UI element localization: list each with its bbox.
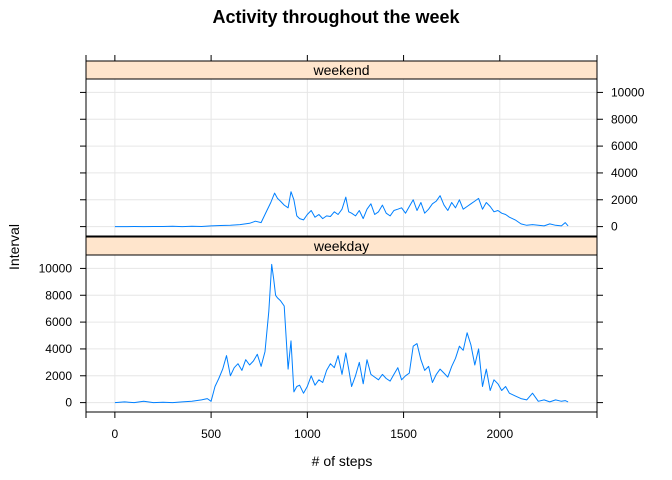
x-axis: 0 500 1000 1500 2000	[85, 55, 598, 441]
strip-label-weekend: weekend	[312, 62, 369, 78]
panel-weekday: weekday 0 2000 4000 6000 8000 10000	[39, 236, 603, 413]
frame-weekday	[85, 254, 598, 413]
y-tick-label-weekend-4: 8000	[611, 112, 638, 126]
series-line-weekday	[114, 263, 569, 404]
y-tick-label-weekday-1: 2000	[45, 369, 72, 383]
panels-group: weekend0200040006000800010000weekday0200…	[39, 55, 645, 441]
series-line-weekend	[114, 191, 569, 228]
x-tick-label-0: 0	[112, 427, 119, 441]
x-tick-label-3: 1500	[390, 427, 417, 441]
chart-title: Activity throughout the week	[212, 7, 460, 27]
strip-label-weekday: weekday	[313, 238, 369, 254]
y-tick-label-weekend-1: 2000	[611, 193, 638, 207]
y-tick-label-weekend-5: 10000	[611, 85, 645, 99]
y-tick-label-weekend-3: 6000	[611, 139, 638, 153]
y-tick-label-weekday-0: 0	[65, 396, 72, 410]
x-tick-label-4: 2000	[486, 427, 513, 441]
x-tick-label-2: 1000	[294, 427, 321, 441]
y-tick-label-weekend-2: 4000	[611, 166, 638, 180]
panel-weekend: weekend 0 2000 4000 6000 8000 10000	[80, 60, 645, 237]
y-tick-label-weekday-3: 6000	[45, 315, 72, 329]
y-axis-label: Interval	[6, 224, 22, 270]
y-tick-label-weekday-5: 10000	[39, 261, 73, 275]
y-tick-label-weekday-2: 4000	[45, 342, 72, 356]
x-axis-label: # of steps	[312, 453, 373, 469]
x-tick-label-1: 500	[201, 427, 221, 441]
y-tick-label-weekday-4: 8000	[45, 288, 72, 302]
y-tick-label-weekend-0: 0	[611, 220, 618, 234]
frame-weekend	[85, 78, 598, 237]
